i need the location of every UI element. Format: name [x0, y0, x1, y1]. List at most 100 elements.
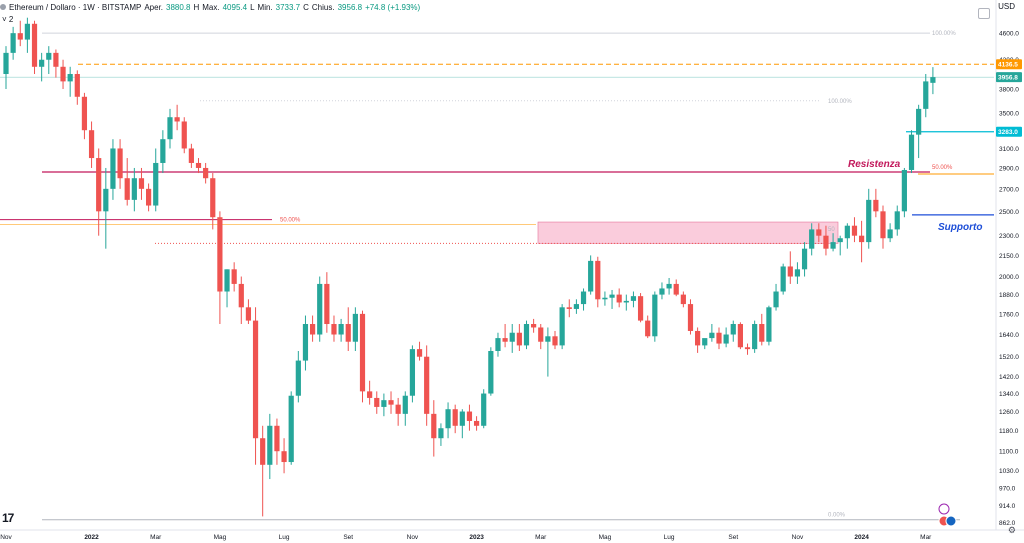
candle-body[interactable] — [331, 324, 337, 335]
candle-body[interactable] — [17, 33, 23, 40]
candle-body[interactable] — [673, 283, 679, 295]
settings-gear-icon[interactable]: ⚙ — [1007, 525, 1016, 535]
candle-body[interactable] — [595, 260, 601, 300]
candle-body[interactable] — [908, 134, 915, 170]
candle-body[interactable] — [809, 229, 815, 249]
candle-body[interactable] — [374, 397, 380, 407]
candle-body[interactable] — [459, 411, 465, 426]
candle-body[interactable] — [324, 283, 330, 325]
candle-body[interactable] — [67, 73, 73, 82]
candle-body[interactable] — [730, 324, 736, 335]
candle-body[interactable] — [573, 304, 579, 309]
candle-body[interactable] — [538, 327, 544, 342]
candle-body[interactable] — [488, 351, 494, 394]
candle-body[interactable] — [53, 52, 59, 67]
candle-body[interactable] — [666, 283, 672, 289]
candle-body[interactable] — [88, 130, 95, 159]
candle-body[interactable] — [744, 347, 751, 350]
candle-body[interactable] — [637, 296, 644, 321]
candle-body[interactable] — [723, 334, 729, 344]
candle-body[interactable] — [873, 199, 879, 212]
candle-body[interactable] — [274, 425, 280, 452]
candle-body[interactable] — [794, 269, 801, 277]
candle-body[interactable] — [766, 307, 772, 342]
candle-body[interactable] — [395, 404, 401, 414]
candle-body[interactable] — [752, 324, 758, 350]
candle-body[interactable] — [309, 324, 316, 335]
candle-body[interactable] — [609, 294, 615, 298]
candle-body[interactable] — [830, 242, 836, 249]
candle-body[interactable] — [823, 235, 829, 249]
candle-body[interactable] — [238, 283, 244, 308]
candle-body[interactable] — [381, 400, 387, 407]
candle-body[interactable] — [367, 391, 373, 398]
candle-body[interactable] — [288, 395, 294, 463]
candle-body[interactable] — [60, 66, 66, 82]
candle-body[interactable] — [759, 324, 765, 342]
candle-body[interactable] — [438, 428, 444, 439]
candle-body[interactable] — [24, 23, 30, 40]
candle-body[interactable] — [773, 291, 779, 308]
event-flash-icon[interactable] — [938, 503, 950, 515]
candle-body[interactable] — [224, 269, 230, 292]
candle-body[interactable] — [630, 296, 637, 301]
candle-body[interactable] — [780, 266, 786, 292]
candle-body[interactable] — [801, 248, 808, 270]
candle-body[interactable] — [138, 178, 145, 189]
candle-body[interactable] — [509, 332, 515, 342]
tradingview-logo-icon[interactable]: 17 — [2, 511, 14, 525]
candle-body[interactable] — [210, 178, 216, 218]
candle-body[interactable] — [131, 178, 137, 200]
currency-selector[interactable]: USD — [998, 2, 1015, 11]
candle-body[interactable] — [531, 324, 537, 328]
candle-body[interactable] — [96, 158, 102, 212]
candle-body[interactable] — [174, 117, 180, 122]
candle-body[interactable] — [645, 320, 651, 337]
candle-body[interactable] — [281, 451, 287, 463]
candle-body[interactable] — [523, 324, 530, 346]
candle-body[interactable] — [431, 413, 437, 439]
candle-body[interactable] — [217, 217, 223, 292]
alert-icon[interactable] — [978, 8, 990, 19]
symbol-title[interactable]: Ethereum / Dollaro · 1W · BITSTAMP — [9, 2, 142, 12]
candle-body[interactable] — [516, 332, 522, 346]
candle-body[interactable] — [153, 162, 159, 206]
candle-body[interactable] — [623, 300, 629, 303]
candle-body[interactable] — [695, 330, 701, 346]
candle-body[interactable] — [167, 117, 173, 140]
candle-body[interactable] — [203, 167, 209, 179]
candle-body[interactable] — [245, 307, 252, 321]
indicators-collapse-button[interactable]: ˅ 2 — [2, 15, 14, 24]
candle-body[interactable] — [445, 409, 451, 429]
dividend-flag-icon[interactable] — [945, 515, 957, 527]
candle-body[interactable] — [737, 324, 743, 348]
candle-body[interactable] — [466, 411, 473, 421]
candle-body[interactable] — [923, 81, 929, 109]
candle-body[interactable] — [866, 199, 872, 243]
candle-body[interactable] — [195, 162, 202, 168]
candle-body[interactable] — [880, 211, 886, 239]
candle-body[interactable] — [124, 178, 130, 200]
candle-body[interactable] — [81, 96, 88, 131]
candle-body[interactable] — [416, 349, 423, 357]
candle-body[interactable] — [146, 188, 152, 206]
candle-body[interactable] — [702, 338, 708, 346]
candle-body[interactable] — [580, 291, 587, 305]
candle-body[interactable] — [359, 313, 366, 392]
candle-body[interactable] — [588, 260, 594, 292]
candle-body[interactable] — [816, 229, 822, 236]
demand-zone-rect[interactable] — [537, 221, 839, 244]
candle-body[interactable] — [103, 188, 109, 212]
candle-body[interactable] — [559, 307, 565, 346]
candle-body[interactable] — [388, 400, 394, 405]
candle-body[interactable] — [687, 304, 694, 331]
candle-body[interactable] — [709, 332, 715, 339]
candle-body[interactable] — [345, 324, 351, 342]
candle-body[interactable] — [844, 225, 850, 239]
candle-body[interactable] — [502, 338, 508, 342]
candle-body[interactable] — [267, 425, 273, 465]
candle-body[interactable] — [652, 294, 658, 337]
candle-body[interactable] — [545, 336, 551, 342]
candle-body[interactable] — [302, 324, 309, 361]
